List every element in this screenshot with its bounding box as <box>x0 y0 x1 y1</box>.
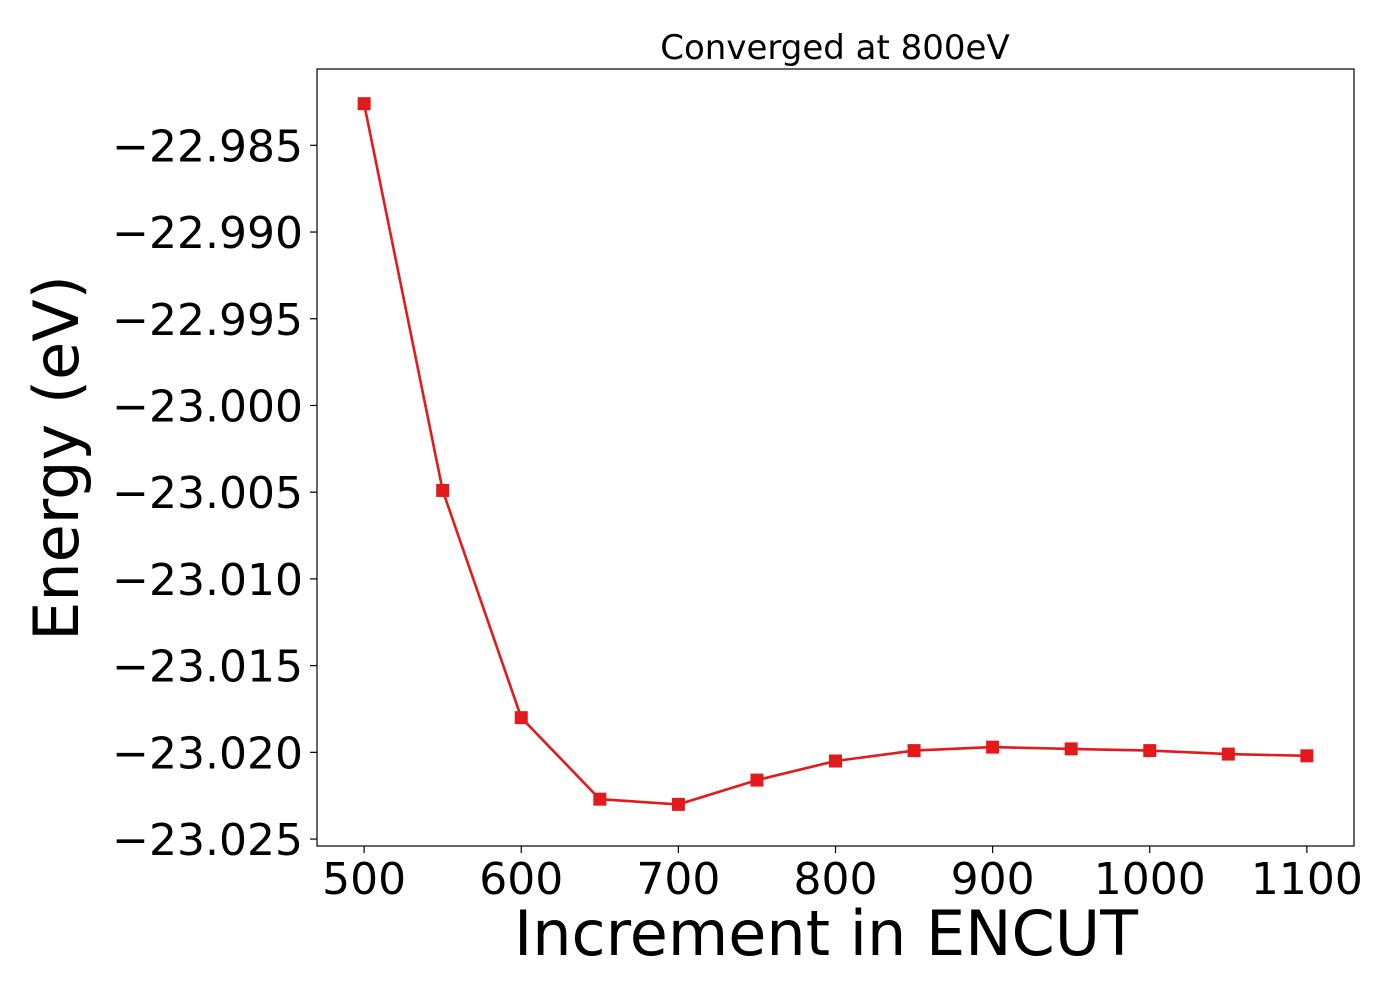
data-point <box>829 754 842 768</box>
plot-area-frame <box>316 68 1355 847</box>
y-tick-label: −23.020 <box>112 728 303 779</box>
y-tick-label: −22.985 <box>112 121 303 172</box>
x-tick-label: 900 <box>951 854 1035 905</box>
series-layer <box>357 97 1314 811</box>
y-tick-label: −23.005 <box>112 468 303 519</box>
y-tick-label: −23.015 <box>112 642 303 693</box>
x-axis-title: Increment in ENCUT <box>514 897 1139 970</box>
data-point <box>1143 744 1157 758</box>
data-point <box>1221 747 1235 761</box>
x-tick-label: 500 <box>322 854 406 905</box>
data-point <box>593 792 607 806</box>
y-tick-label: −22.990 <box>112 208 303 259</box>
x-tick-label: 700 <box>636 854 720 905</box>
x-tick-label: 1000 <box>1094 854 1206 905</box>
y-axis-ticks: −22.985 −22.990 −22.995 −23.000 −23.005 −23.0… <box>112 121 317 866</box>
data-point <box>907 744 921 758</box>
y-tick-label: −23.010 <box>112 555 303 606</box>
x-tick-label: 600 <box>479 854 563 905</box>
data-point <box>514 711 528 725</box>
y-tick-label: −23.000 <box>112 381 303 432</box>
x-axis-ticks: 500 600 700 800 900 1000 1100 <box>322 846 1363 905</box>
y-tick-label: −23.025 <box>112 815 303 866</box>
data-point <box>986 740 1000 754</box>
data-point <box>357 97 371 111</box>
x-tick-label: 800 <box>794 854 878 905</box>
x-tick-label: 1100 <box>1251 854 1363 905</box>
data-point <box>750 773 764 787</box>
y-axis-title: Energy (eV) <box>20 275 93 641</box>
data-point <box>1300 749 1314 763</box>
data-point <box>436 483 450 497</box>
chart-title: Converged at 800eV <box>660 28 1009 68</box>
data-point <box>1064 742 1078 756</box>
y-tick-label: −22.995 <box>112 295 303 346</box>
data-point <box>671 797 685 811</box>
